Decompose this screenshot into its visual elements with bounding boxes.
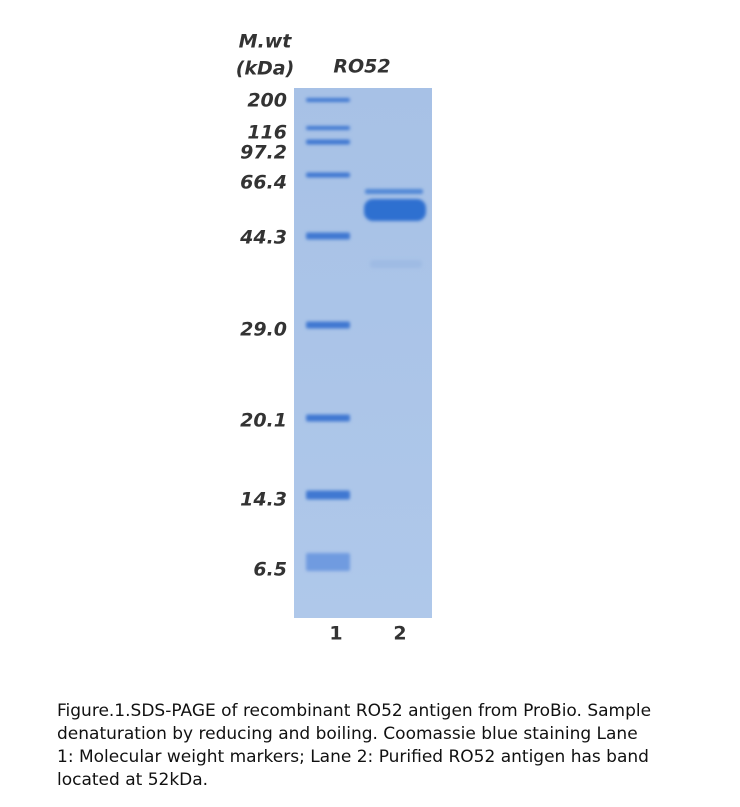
unit-label: (kDa) [236,58,295,80]
caption-line: located at 52kDa. [57,770,209,790]
band [370,260,422,268]
marker-label: 116 [247,122,287,144]
marker-band [306,172,350,178]
caption-line: Figure.1.SDS-PAGE of recombinant RO52 an… [57,701,652,721]
bands [306,98,426,571]
caption-line: 1: Molecular weight markers; Lane 2: Pur… [57,747,649,767]
sample-label: RO52 [333,56,390,78]
mwt-label: M.wt [239,31,293,53]
lane-label: 2 [393,623,406,645]
marker-label: 200 [247,90,287,112]
gel-figure: M.wt (kDa) RO52 20011697.266.444.329.020… [236,31,432,645]
caption: Figure.1.SDS-PAGE of recombinant RO52 an… [57,700,697,792]
gel [294,88,432,618]
marker-label: 97.2 [240,142,287,164]
marker-band [306,98,350,102]
caption-line: denaturation by reducing and boiling. Co… [57,724,638,744]
marker-label: 29.0 [240,319,287,341]
marker-label: 66.4 [240,172,287,194]
marker-band [306,126,350,130]
marker-band [306,553,350,571]
marker-label: 6.5 [253,559,287,581]
marker-band [306,490,350,500]
band [365,189,423,194]
marker-label: 44.3 [239,227,287,249]
marker-label: 20.1 [240,410,287,432]
band [364,199,426,221]
marker-band [306,232,350,240]
marker-label: 14.3 [240,489,287,511]
marker-band [306,414,350,422]
marker-band [306,139,350,145]
lane-label: 1 [329,623,342,645]
marker-band [306,321,350,329]
